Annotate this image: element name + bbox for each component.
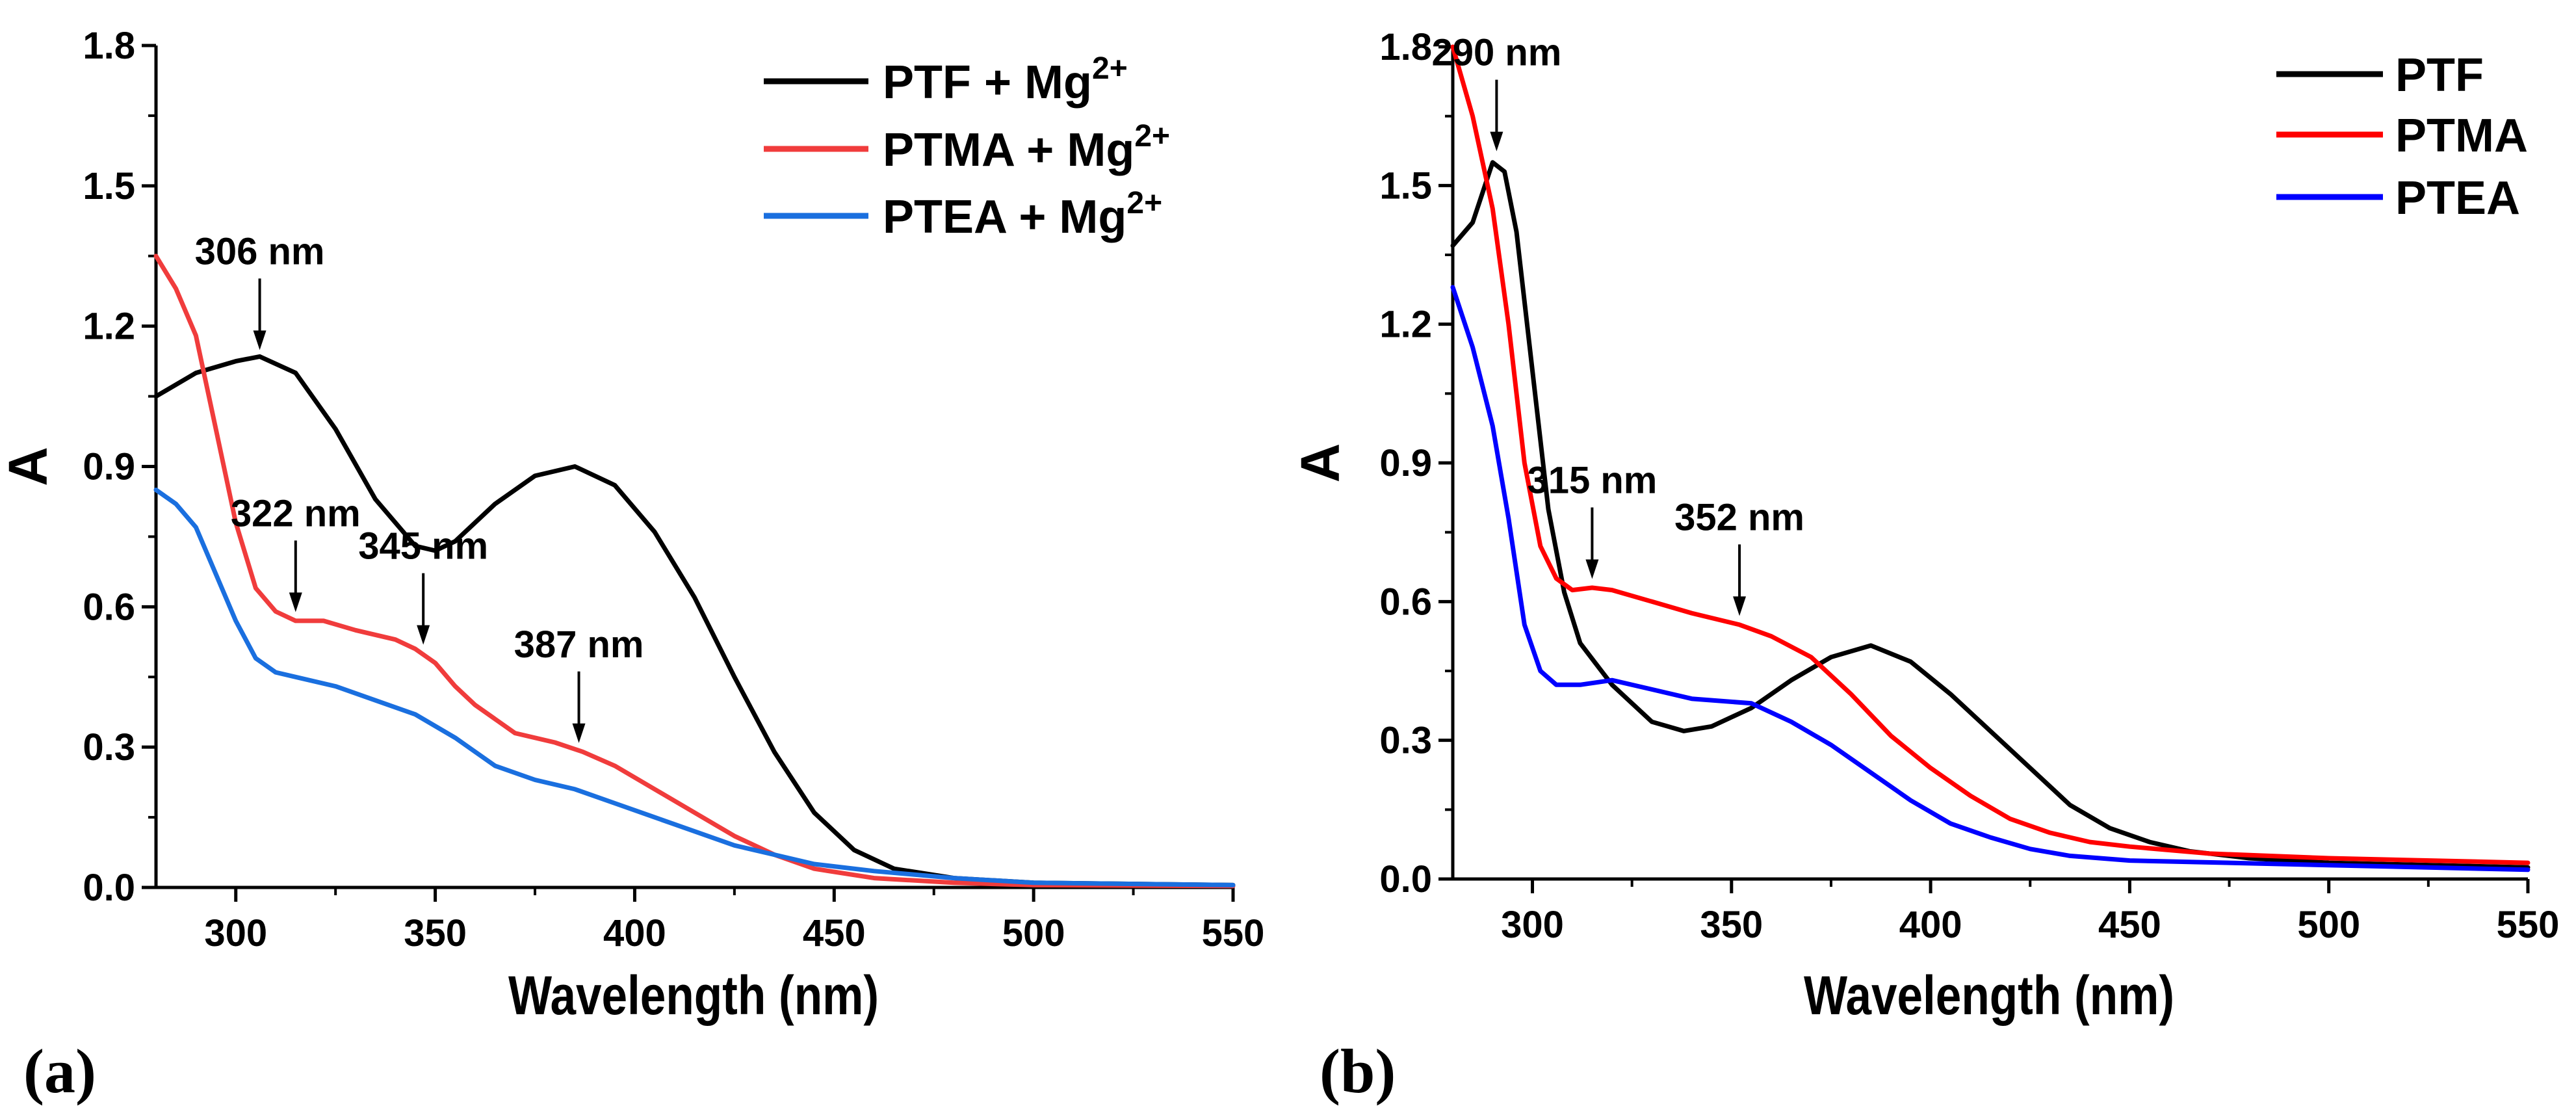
y-axis-title: A bbox=[1290, 443, 1351, 483]
series-line-ptea bbox=[1450, 285, 2530, 872]
x-tick-label: 550 bbox=[1202, 912, 1265, 954]
series-line-ptmamg bbox=[153, 254, 1236, 889]
legend-label: PTF bbox=[2395, 49, 2484, 101]
legend-label: PTEA bbox=[2395, 172, 2520, 224]
legend-label-superscript: 2+ bbox=[1134, 119, 1170, 153]
y-tick-label: 0.9 bbox=[83, 446, 135, 488]
y-tick-label: 1.8 bbox=[83, 25, 135, 67]
y-tick-label: 1.2 bbox=[83, 306, 135, 348]
panel-label: (b) bbox=[1320, 1036, 1396, 1106]
annotation-arrow-head bbox=[289, 592, 302, 612]
y-tick-label: 0.3 bbox=[1379, 720, 1432, 762]
x-tick-label: 400 bbox=[1899, 904, 1962, 946]
y-tick-label: 0.6 bbox=[1379, 581, 1432, 623]
legend-label-superscript: 2+ bbox=[1092, 51, 1128, 86]
annotation-label: 387 nm bbox=[514, 623, 644, 666]
x-tick-label: 450 bbox=[2098, 904, 2161, 946]
y-tick-label: 1.8 bbox=[1379, 26, 1432, 68]
y-tick-label: 0.0 bbox=[1379, 858, 1432, 900]
x-axis-title: Wavelength (nm) bbox=[508, 965, 879, 1026]
annotation-arrow-head bbox=[572, 723, 586, 743]
annotation-arrow-head bbox=[1733, 596, 1747, 616]
annotation-arrow-head bbox=[1490, 131, 1503, 151]
x-tick-label: 550 bbox=[2497, 904, 2560, 946]
chart-panel-b: 300 350 400 450 500 550 0.0 0.3 0.6 0.9 1.2 1.5 1.8 W… bbox=[1290, 26, 2559, 1106]
legend-label-name: PTEA + Mg bbox=[883, 191, 1126, 243]
annotation-label: 306 nm bbox=[195, 230, 325, 272]
legend-label: PTEA + Mg2+ bbox=[883, 186, 1162, 243]
y-tick-label: 0.9 bbox=[1379, 442, 1432, 484]
annotation-label: 345 nm bbox=[358, 525, 488, 568]
legend-label-name: PTMA + Mg bbox=[883, 124, 1134, 176]
annotation-arrow-head bbox=[253, 330, 267, 350]
annotation-label: 322 nm bbox=[231, 492, 361, 534]
annotation-label: 315 nm bbox=[1527, 459, 1657, 501]
series-line-ptfmg bbox=[153, 354, 1236, 887]
legend-label-name: PTF bbox=[2395, 49, 2484, 101]
chart-panel-a: 300 350 400 450 500 550 0.0 0.3 0.6 0.9 1.2 1.5 1.8 W… bbox=[0, 25, 1264, 1106]
x-tick-label: 450 bbox=[803, 912, 866, 954]
legend-label-superscript: 2+ bbox=[1126, 186, 1162, 220]
x-axis-title: Wavelength (nm) bbox=[1804, 965, 2174, 1026]
annotation-label: 352 nm bbox=[1674, 496, 1804, 538]
x-tick-label: 350 bbox=[404, 912, 467, 954]
y-tick-label: 0.3 bbox=[83, 726, 135, 768]
legend-label-name: PTF + Mg bbox=[883, 57, 1092, 109]
x-tick-label: 300 bbox=[1501, 904, 1564, 946]
series-line-ptma bbox=[1450, 44, 2530, 865]
legend-label: PTMA bbox=[2395, 110, 2528, 162]
y-tick-label: 0.0 bbox=[83, 867, 135, 909]
annotation-label: 290 nm bbox=[1431, 32, 1561, 74]
legend-label: PTF + Mg2+ bbox=[883, 51, 1128, 109]
legend-label-name: PTEA bbox=[2395, 172, 2520, 224]
x-tick-label: 400 bbox=[603, 912, 666, 954]
x-tick-label: 500 bbox=[1002, 912, 1065, 954]
series-line-pteamg bbox=[153, 488, 1236, 887]
x-tick-label: 300 bbox=[204, 912, 267, 954]
x-tick-label: 350 bbox=[1700, 904, 1763, 946]
series-line-ptf bbox=[1450, 160, 2530, 870]
y-tick-label: 1.5 bbox=[1379, 164, 1432, 207]
legend-label: PTMA + Mg2+ bbox=[883, 119, 1170, 176]
panel-label: (a) bbox=[23, 1036, 96, 1106]
x-tick-label: 500 bbox=[2297, 904, 2360, 946]
annotation-arrow-head bbox=[417, 625, 430, 645]
y-tick-label: 1.2 bbox=[1379, 304, 1432, 346]
y-tick-label: 1.5 bbox=[83, 165, 135, 207]
legend-label-name: PTMA bbox=[2395, 110, 2528, 162]
y-axis-title: A bbox=[0, 447, 59, 486]
y-tick-label: 0.6 bbox=[83, 586, 135, 628]
annotation-arrow-head bbox=[1585, 559, 1599, 579]
